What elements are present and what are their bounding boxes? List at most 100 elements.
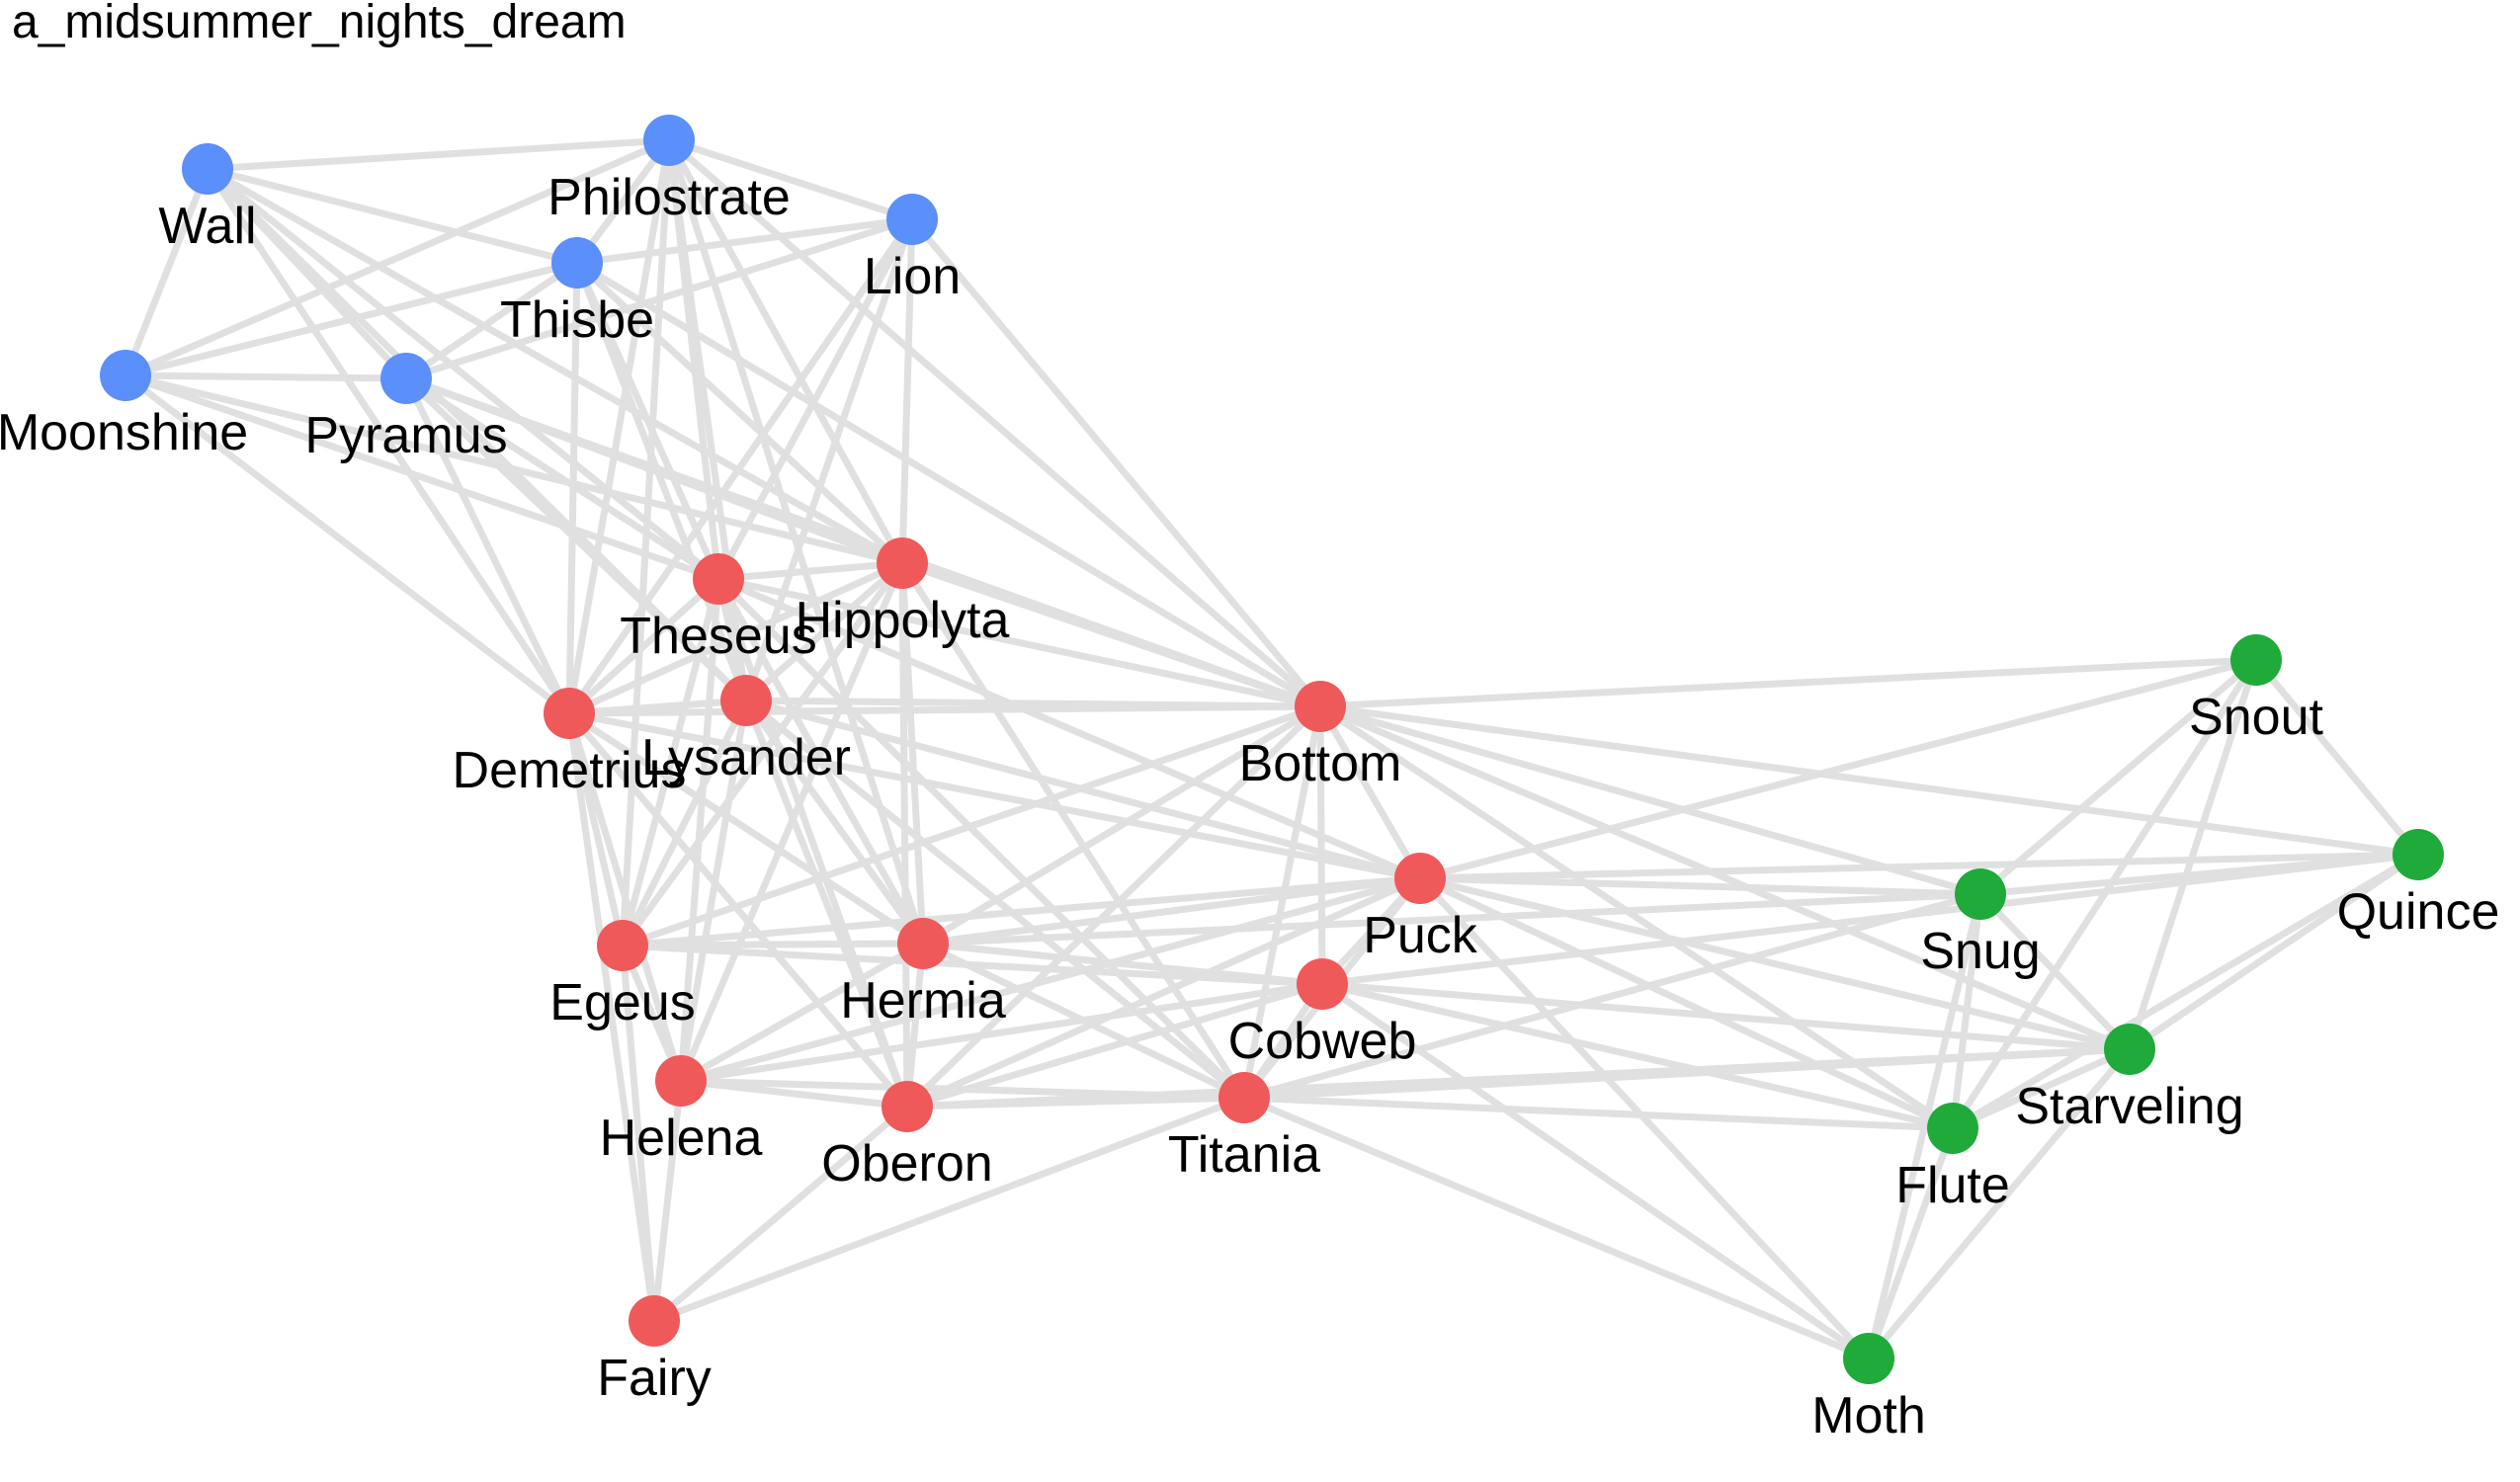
edge-demetrius-helena bbox=[565, 709, 685, 1085]
edge-bottom-flute bbox=[1316, 702, 1957, 1132]
edge-wall-theseus bbox=[204, 165, 722, 583]
edge-philostrate-hippolyta bbox=[665, 136, 906, 567]
edge-theseus-egeus bbox=[619, 575, 722, 949]
node-label-thisbe: Thisbe bbox=[500, 291, 654, 349]
edge-philostrate-moonshine bbox=[122, 136, 673, 379]
node-philostrate[interactable] bbox=[643, 115, 695, 166]
edge-snout-quince bbox=[2252, 656, 2422, 859]
edge-pyramus-theseus bbox=[402, 374, 722, 583]
edge-lysander-oberon bbox=[742, 697, 911, 1111]
edge-theseus-helena bbox=[677, 575, 722, 1085]
edge-thisbe-hippolyta bbox=[573, 259, 906, 567]
node-label-hermia: Hermia bbox=[840, 972, 1006, 1029]
edge-quince-snug bbox=[1976, 851, 2422, 898]
node-puck[interactable] bbox=[1394, 853, 1446, 904]
edge-lion-demetrius bbox=[565, 215, 916, 717]
edge-wall-thisbe bbox=[204, 165, 581, 267]
node-theseus[interactable] bbox=[693, 553, 744, 605]
edge-moonshine-demetrius bbox=[122, 371, 573, 717]
edge-pyramus-demetrius bbox=[402, 374, 573, 717]
edge-lysander-hermia bbox=[742, 697, 927, 947]
edge-lion-theseus bbox=[714, 215, 916, 583]
node-lion[interactable] bbox=[886, 194, 938, 245]
node-label-fairy: Fairy bbox=[597, 1350, 712, 1407]
node-label-theseus: Theseus bbox=[620, 608, 816, 665]
edge-puck-helena bbox=[677, 874, 1424, 1085]
edge-theseus-puck bbox=[714, 575, 1424, 882]
node-moonshine[interactable] bbox=[100, 350, 151, 401]
edge-lysander-bottom bbox=[742, 697, 1324, 710]
edge-puck-starveling bbox=[1416, 874, 2134, 1053]
node-quince[interactable] bbox=[2393, 829, 2444, 880]
node-label-lion: Lion bbox=[864, 248, 961, 305]
edge-puck-flute bbox=[1416, 874, 1957, 1132]
edge-puck-snout bbox=[1416, 656, 2260, 882]
edge-theseus-hippolyta bbox=[714, 559, 906, 583]
edge-snout-starveling bbox=[2126, 656, 2260, 1053]
edge-snug-moth bbox=[1865, 890, 1984, 1362]
node-snug[interactable] bbox=[1955, 868, 2006, 920]
node-label-philostrate: Philostrate bbox=[547, 169, 791, 226]
node-lysander[interactable] bbox=[720, 675, 772, 726]
edge-lion-pyramus bbox=[402, 215, 916, 382]
edge-flute-moth bbox=[1865, 1124, 1957, 1362]
node-label-pyramus: Pyramus bbox=[304, 407, 507, 464]
node-titania[interactable] bbox=[1218, 1072, 1270, 1123]
edge-titania-snug bbox=[1240, 890, 1984, 1102]
edge-oberon-fairy bbox=[650, 1103, 911, 1325]
node-egeus[interactable] bbox=[597, 920, 648, 971]
edge-bottom-snout bbox=[1316, 656, 2260, 710]
edge-helena-fairy bbox=[650, 1077, 685, 1325]
edge-hermia-snug bbox=[919, 890, 1984, 947]
edge-demetrius-puck bbox=[565, 709, 1424, 882]
edge-demetrius-oberon bbox=[565, 709, 911, 1111]
node-label-cobweb: Cobweb bbox=[1228, 1013, 1417, 1070]
node-label-titania: Titania bbox=[1168, 1126, 1320, 1184]
node-fairy[interactable] bbox=[629, 1295, 680, 1347]
edge-philostrate-demetrius bbox=[565, 136, 673, 717]
graph-title: a_midsummer_nights_dream bbox=[12, 0, 627, 48]
edge-hippolyta-lysander bbox=[742, 559, 906, 704]
edge-bottom-titania bbox=[1240, 702, 1324, 1102]
node-demetrius[interactable] bbox=[544, 688, 595, 739]
edge-lion-hippolyta bbox=[898, 215, 916, 567]
nodes-layer bbox=[100, 115, 2444, 1384]
edges-layer bbox=[122, 136, 2422, 1362]
edge-thisbe-bottom bbox=[573, 259, 1324, 710]
edge-bottom-quince bbox=[1316, 702, 2422, 859]
node-thisbe[interactable] bbox=[551, 237, 603, 288]
edge-snug-starveling bbox=[1976, 890, 2134, 1053]
edge-demetrius-hermia bbox=[565, 709, 927, 947]
edge-hippolyta-egeus bbox=[619, 559, 906, 949]
edge-hermia-oberon bbox=[903, 940, 927, 1111]
node-bottom[interactable] bbox=[1295, 681, 1346, 732]
node-moth[interactable] bbox=[1843, 1333, 1894, 1384]
edge-moonshine-wall bbox=[122, 165, 211, 379]
node-label-flute: Flute bbox=[1895, 1157, 2010, 1214]
edge-puck-egeus bbox=[619, 874, 1424, 949]
edge-titania-starveling bbox=[1240, 1045, 2134, 1102]
node-hermia[interactable] bbox=[897, 918, 949, 969]
edge-quince-flute bbox=[1949, 851, 2422, 1132]
edge-puck-oberon bbox=[903, 874, 1424, 1111]
node-snout[interactable] bbox=[2230, 634, 2282, 686]
edge-egeus-fairy bbox=[619, 942, 658, 1325]
edge-theseus-demetrius bbox=[565, 575, 722, 717]
node-starveling[interactable] bbox=[2104, 1024, 2155, 1075]
edge-starveling-flute bbox=[1949, 1045, 2134, 1132]
node-wall[interactable] bbox=[182, 143, 233, 195]
node-helena[interactable] bbox=[655, 1055, 707, 1107]
edge-lion-bottom bbox=[908, 215, 1324, 710]
node-cobweb[interactable] bbox=[1297, 958, 1348, 1010]
node-label-puck: Puck bbox=[1363, 907, 1478, 964]
node-oberon[interactable] bbox=[882, 1081, 933, 1132]
node-label-snout: Snout bbox=[2189, 689, 2323, 746]
node-flute[interactable] bbox=[1927, 1103, 1978, 1154]
node-label-demetrius: Demetrius bbox=[453, 742, 687, 799]
node-pyramus[interactable] bbox=[380, 353, 432, 404]
node-hippolyta[interactable] bbox=[877, 537, 928, 589]
edge-starveling-moth bbox=[1865, 1045, 2134, 1362]
edge-bottom-egeus bbox=[619, 702, 1324, 949]
edge-hermia-helena bbox=[677, 940, 927, 1085]
